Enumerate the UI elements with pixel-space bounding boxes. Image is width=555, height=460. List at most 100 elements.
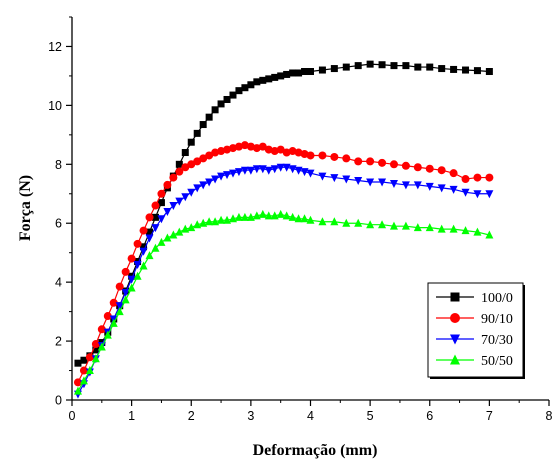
data-point [378, 158, 387, 167]
y-tick-label: 4 [55, 276, 62, 290]
data-point [461, 188, 470, 197]
data-point [378, 61, 386, 69]
data-point [306, 215, 315, 224]
data-point [425, 182, 434, 191]
data-point [139, 261, 148, 270]
data-point [294, 214, 303, 223]
data-point [288, 212, 297, 221]
data-point [121, 288, 130, 297]
series-3 [73, 209, 494, 395]
data-point [187, 138, 195, 146]
data-point [378, 178, 387, 187]
data-point [473, 67, 481, 75]
data-point [282, 211, 291, 220]
data-point [205, 178, 214, 187]
data-point [97, 342, 106, 351]
data-point [485, 230, 494, 239]
data-point [157, 215, 166, 224]
y-tick-label: 10 [48, 99, 62, 113]
data-point [401, 161, 410, 170]
data-point [318, 151, 327, 160]
data-point [103, 330, 112, 339]
data-point [139, 226, 148, 235]
legend-box [427, 282, 524, 378]
data-point [252, 211, 261, 220]
data-point [121, 267, 130, 276]
legend-label: 100/0 [481, 291, 513, 306]
data-point [74, 359, 82, 367]
data-point [133, 271, 142, 280]
data-point [485, 173, 494, 182]
x-tick-label: 7 [486, 409, 493, 423]
legend: 100/0 90/10 70/30 50/50 [427, 282, 525, 379]
data-point [295, 69, 303, 77]
data-point [449, 224, 458, 233]
data-point [193, 220, 202, 229]
data-point [258, 165, 267, 174]
data-point [318, 217, 327, 226]
data-point [199, 121, 207, 129]
data-point [193, 157, 202, 166]
data-point [217, 215, 226, 224]
data-point [228, 214, 237, 223]
data-point [235, 87, 243, 95]
data-point [270, 211, 279, 220]
data-point [342, 63, 350, 71]
x-tick-label: 0 [69, 409, 76, 423]
data-point [169, 230, 178, 239]
data-point [199, 181, 208, 190]
data-point [223, 95, 231, 103]
data-point [241, 84, 249, 92]
data-point [169, 202, 178, 211]
data-point [234, 212, 243, 221]
data-point [175, 167, 184, 176]
data-point [140, 243, 148, 251]
x-axis-title: Deformação (mm) [253, 442, 378, 459]
data-point [282, 163, 291, 172]
data-point [473, 227, 482, 236]
data-point [449, 185, 458, 194]
data-point [307, 68, 314, 76]
data-point [318, 66, 326, 74]
data-point [258, 142, 267, 151]
data-point [401, 181, 410, 190]
data-point [354, 157, 363, 166]
data-point [157, 199, 165, 207]
data-point [163, 233, 172, 242]
data-point [413, 163, 422, 172]
data-point [461, 226, 470, 235]
data-point [175, 197, 184, 206]
data-point [109, 298, 118, 307]
data-point [330, 152, 339, 161]
data-point [366, 157, 375, 166]
data-point [211, 217, 220, 226]
data-point [301, 68, 309, 76]
x-tick-label: 6 [426, 409, 433, 423]
data-point [389, 160, 398, 169]
data-point [253, 78, 261, 86]
data-point [133, 260, 142, 269]
data-point [175, 227, 184, 236]
data-point [145, 213, 154, 222]
data-point [258, 209, 267, 218]
data-point [97, 325, 106, 334]
data-point [473, 190, 482, 199]
data-point [306, 169, 315, 178]
legend-label: 90/10 [481, 312, 513, 327]
data-point [276, 163, 285, 172]
data-point [342, 154, 351, 163]
data-point [306, 151, 315, 160]
data-point [240, 166, 249, 175]
data-point [390, 62, 398, 70]
data-point [414, 63, 422, 71]
y-tick-label: 6 [55, 217, 62, 231]
data-point [187, 160, 196, 169]
data-point [145, 234, 154, 243]
legend-label: 70/30 [481, 333, 513, 348]
data-point [127, 283, 136, 292]
data-point [437, 224, 446, 233]
data-point [437, 166, 446, 175]
data-point [462, 66, 470, 74]
